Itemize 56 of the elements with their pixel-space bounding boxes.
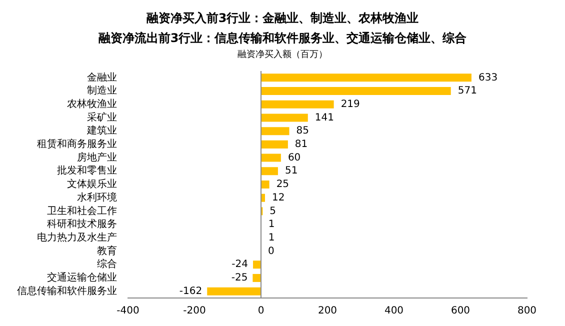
y-tick-label: 房地产业 (77, 151, 117, 164)
bar (252, 274, 261, 282)
y-tick-label: 电力热力及水生产 (37, 232, 117, 244)
x-tick-label: 0 (258, 306, 264, 317)
data-label: 1 (268, 219, 275, 230)
bar (261, 100, 334, 108)
y-tick-label: 卫生和社会工作 (47, 204, 117, 217)
bar (261, 154, 281, 162)
y-tick-label: 水利环境 (77, 191, 117, 204)
x-tick-label: 200 (318, 306, 338, 317)
y-tick-label: 金融业 (87, 71, 117, 84)
y-tick-label: 批发和零售业 (57, 164, 117, 177)
y-tick-label: 采矿业 (87, 111, 117, 124)
data-label: 219 (340, 98, 360, 110)
y-tick-label: 教育 (97, 244, 117, 257)
data-label: -162 (179, 286, 202, 297)
data-label: 141 (314, 112, 334, 124)
data-label: -24 (232, 259, 248, 270)
y-tick-label: 文体娱乐业 (67, 178, 117, 190)
text: 融资净买入额（百万） (236, 48, 328, 62)
data-label: 85 (296, 126, 309, 137)
data-label: 571 (458, 86, 477, 97)
data-label: 0 (268, 246, 274, 257)
bar (261, 167, 278, 176)
y-tick-label: 综合 (97, 258, 117, 270)
chart-title: 融资净买入前3行业：金融业、制造业、农林牧渔业 (145, 10, 420, 27)
bar (261, 114, 308, 122)
bar (261, 127, 290, 136)
data-label: 60 (288, 152, 301, 164)
x-tick-label: 800 (517, 306, 537, 317)
x-tick-label: 400 (384, 306, 404, 317)
x-tick-label: -400 (116, 306, 140, 317)
x-tick-label: -200 (183, 306, 206, 317)
x-tick-label: 600 (450, 306, 470, 317)
bar (261, 87, 451, 96)
y-tick-label: 科研和技术服务 (47, 218, 117, 230)
bar (253, 260, 261, 269)
data-label: 12 (272, 192, 285, 204)
y-tick-label: 信息传输和软件服务业 (17, 284, 117, 297)
data-label: 1 (268, 232, 275, 244)
chart-subtitle: 融资净流出前3行业：信息传输和软件服务业、交通运输仓储业、综合 (97, 30, 468, 47)
y-tick-label: 农林牧渔业 (67, 98, 117, 110)
data-label: -25 (231, 272, 248, 284)
data-label: 5 (270, 206, 276, 217)
data-label: 81 (294, 139, 308, 150)
bar (207, 287, 261, 296)
y-tick-label: 建筑业 (86, 124, 117, 137)
y-tick-label: 租赁和商务服务业 (37, 138, 117, 150)
bar (261, 180, 270, 189)
y-tick-label: 制造业 (87, 84, 117, 97)
data-label: 25 (276, 179, 290, 190)
data-label: 51 (284, 166, 298, 177)
bar (261, 74, 472, 82)
y-tick-label: 交通运输仓储业 (47, 272, 117, 284)
data-label: 633 (478, 72, 498, 84)
bar (261, 140, 288, 148)
